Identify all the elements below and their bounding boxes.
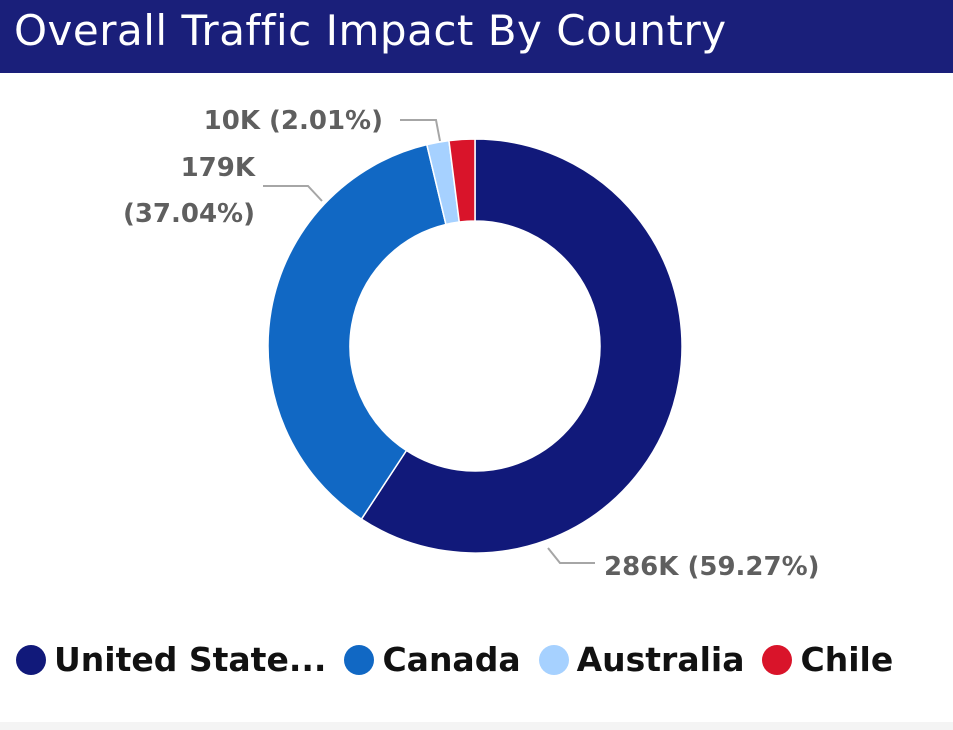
data-labels: 286K (59.27%) 179K (37.04%) 10K (2.01%)	[123, 106, 820, 582]
donut-slices	[267, 138, 683, 554]
legend-item-canada[interactable]: Canada	[344, 640, 521, 679]
chart-title: Overall Traffic Impact By Country	[14, 6, 727, 55]
legend-marker	[344, 644, 375, 675]
legend-marker	[762, 644, 793, 675]
leader-line-canada	[263, 185, 323, 202]
legend-marker	[16, 644, 46, 675]
data-label-chile: 10K (2.01%)	[204, 106, 383, 136]
title-bar: Overall Traffic Impact By Country	[0, 0, 953, 73]
data-label-canada: (37.04%)	[123, 199, 255, 229]
slice-chile[interactable]	[448, 138, 476, 223]
leader-line-united-states	[547, 547, 595, 564]
data-label-canada: 179K	[181, 153, 256, 183]
legend-label: Chile	[800, 640, 894, 679]
data-label-united-states: 286K (59.27%)	[604, 552, 820, 582]
legend-label: Canada	[382, 640, 521, 679]
legend-label: United State...	[54, 640, 327, 679]
slice-canada[interactable]	[267, 143, 447, 521]
leader-line-chile	[400, 119, 441, 142]
legend-label: Australia	[576, 640, 745, 679]
legend-item-chile[interactable]: Chile	[762, 640, 893, 679]
chart-legend: United State... Canada Australia Chile	[16, 640, 911, 679]
legend-marker	[538, 644, 569, 675]
legend-item-united-states[interactable]: United State...	[16, 640, 326, 679]
legend-item-australia[interactable]: Australia	[538, 640, 745, 679]
slice-united-states[interactable]	[360, 138, 683, 554]
donut-chart: 286K (59.27%) 179K (37.04%) 10K (2.01%)	[123, 106, 820, 582]
